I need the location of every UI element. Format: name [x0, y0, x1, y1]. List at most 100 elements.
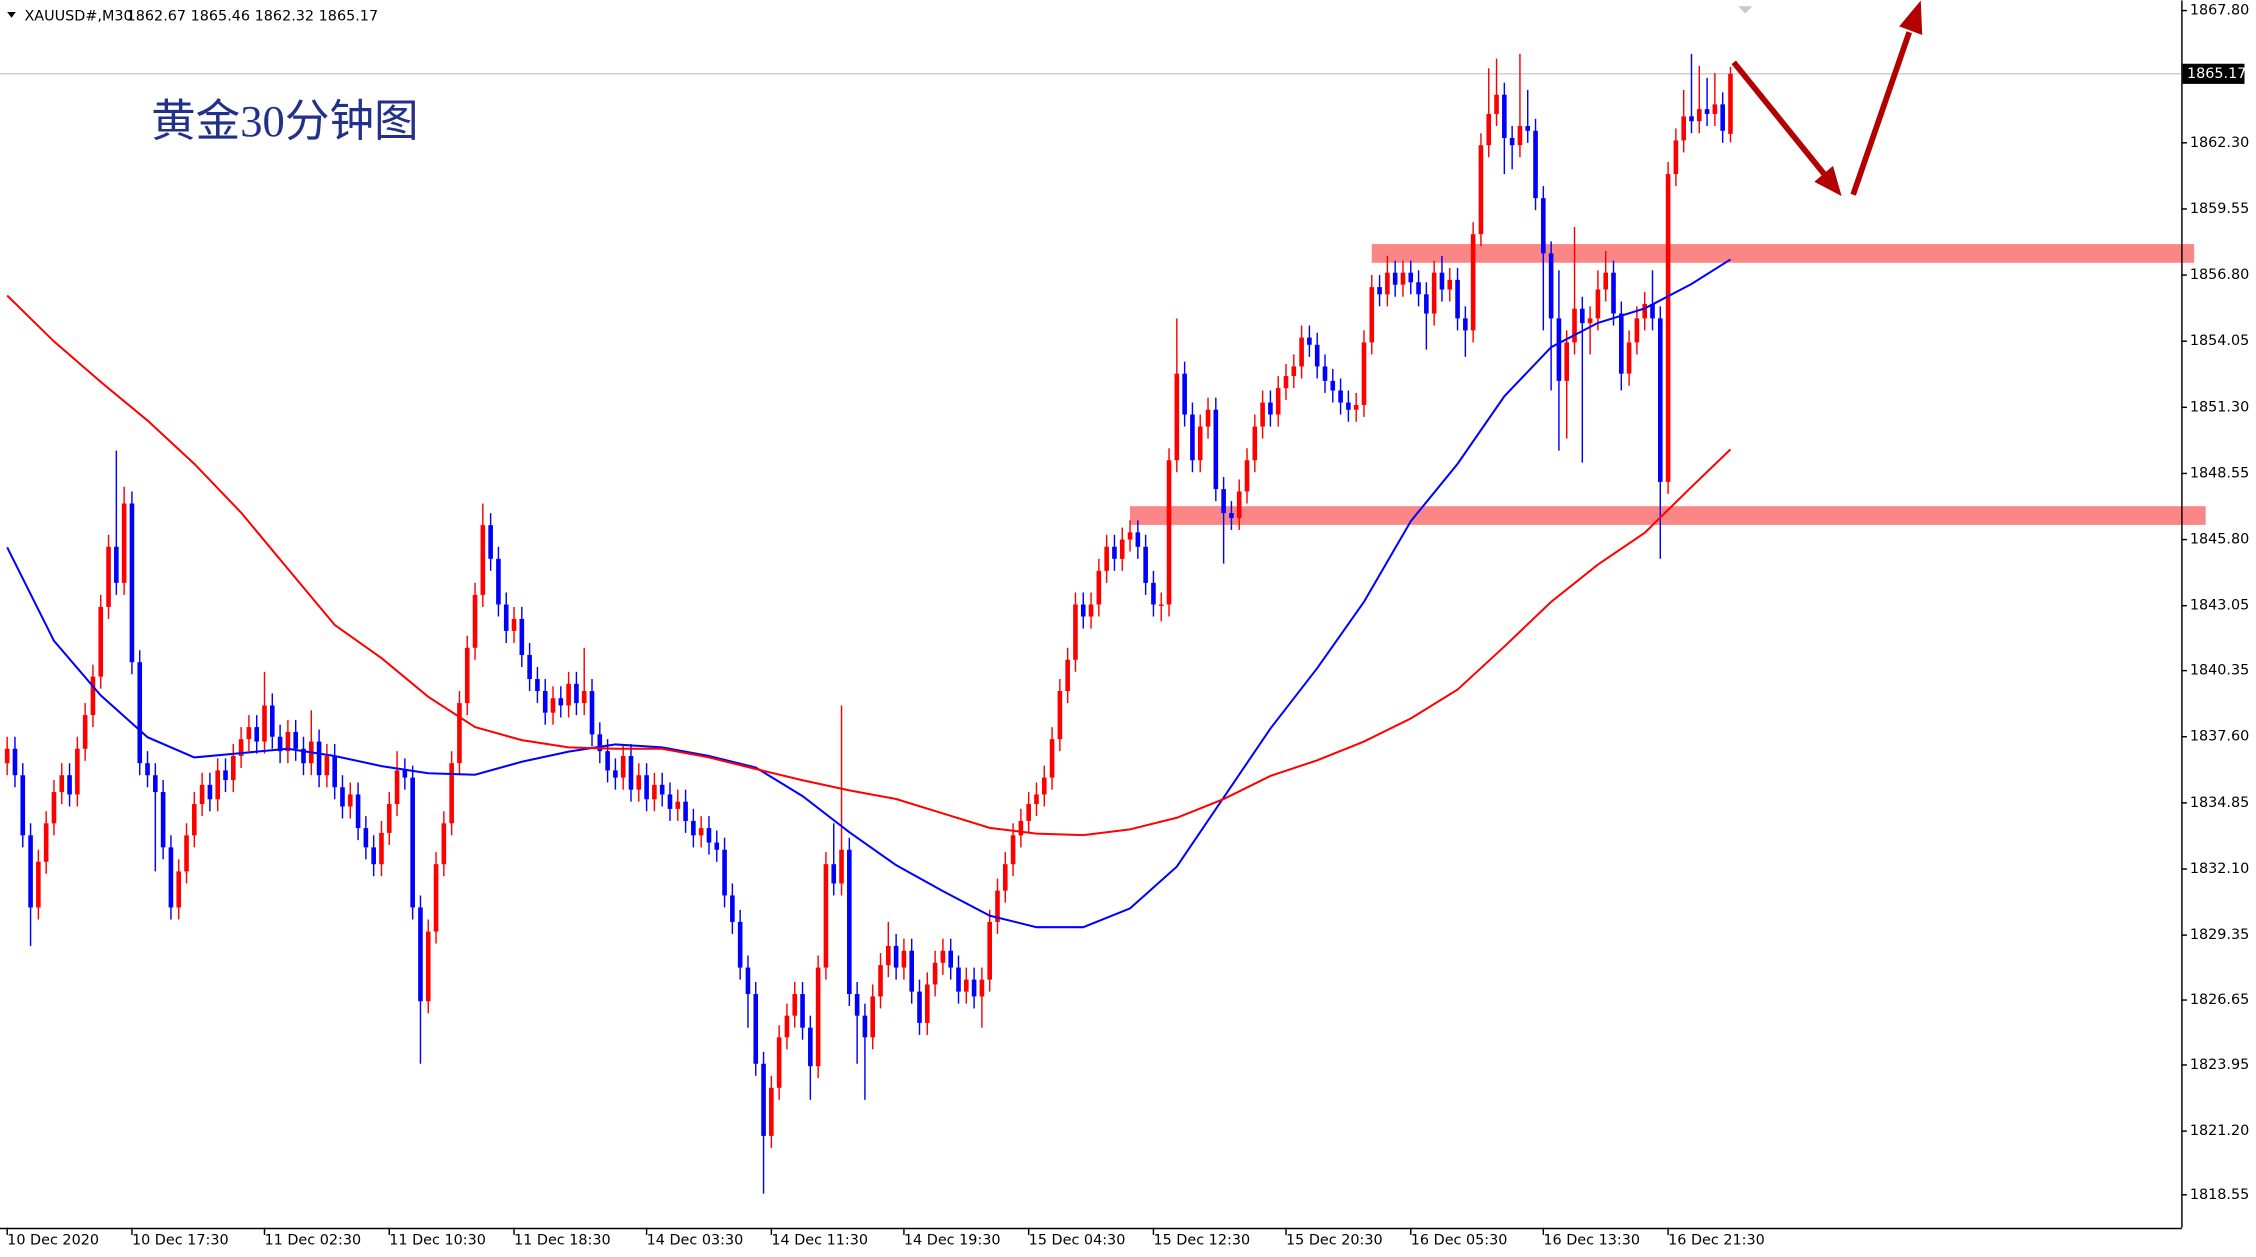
candle-body	[581, 691, 587, 704]
candle-body	[776, 1037, 782, 1088]
candle-body	[410, 777, 415, 908]
candle-body	[847, 849, 852, 995]
arrowhead	[1899, 0, 1923, 36]
candle-body	[184, 835, 189, 872]
candle-body	[285, 731, 291, 752]
x-tick-label: 11 Dec 02:30	[264, 1233, 361, 1249]
candle-body	[940, 950, 946, 963]
candle-body	[1104, 546, 1109, 571]
candle-body	[878, 965, 883, 997]
chart-title: 黄金30分钟图	[151, 96, 419, 146]
candle-body	[1291, 366, 1297, 377]
candle-body	[293, 731, 298, 749]
y-tick-label: 1834.85	[2190, 795, 2249, 811]
candle-body	[1642, 303, 1648, 319]
candle-body	[277, 736, 283, 752]
x-tick-label: 15 Dec 04:30	[1029, 1233, 1126, 1249]
header-icon	[7, 11, 16, 18]
candle-body	[441, 823, 447, 865]
candle-body	[1096, 570, 1102, 605]
candle-body	[1463, 318, 1468, 331]
y-tick-label: 1859.55	[2190, 201, 2249, 217]
candle-body	[1229, 513, 1234, 518]
candle-body	[1010, 835, 1016, 865]
candle-body	[1244, 460, 1250, 492]
plot	[0, 53, 2182, 1194]
y-tick-label: 1845.80	[2190, 532, 2249, 548]
candle-body	[1026, 804, 1031, 821]
candle-body	[995, 890, 1000, 922]
candle-body	[114, 546, 119, 583]
candle-body	[386, 804, 392, 833]
candle-body	[831, 864, 837, 884]
candle-body	[535, 679, 540, 692]
candle-body	[332, 755, 337, 788]
zones	[1130, 244, 2206, 525]
candle-body	[644, 775, 649, 800]
candle-body	[418, 907, 423, 1002]
candle-body	[971, 979, 977, 997]
candle-body	[153, 775, 158, 793]
candle-body	[1392, 272, 1398, 285]
candle-body	[652, 784, 657, 800]
x-tick-label: 15 Dec 20:30	[1286, 1233, 1383, 1249]
candle-body	[51, 792, 57, 824]
candle-body	[262, 705, 267, 742]
candle-body	[800, 994, 805, 1028]
x-tick-label: 14 Dec 03:30	[647, 1233, 744, 1249]
candle-body	[987, 921, 992, 980]
candle-body	[753, 994, 759, 1064]
candle-body	[737, 921, 743, 968]
candle-body	[472, 594, 478, 648]
candle-body	[1034, 794, 1039, 805]
candle-body	[1572, 308, 1577, 343]
candle-body	[449, 763, 454, 824]
candle-body	[784, 1015, 790, 1038]
candle-body	[1548, 253, 1554, 319]
candle-body	[761, 1063, 766, 1136]
candle-body	[691, 820, 696, 836]
candle-body	[1603, 272, 1609, 290]
candle-body	[1073, 604, 1078, 660]
candle-body	[1314, 344, 1320, 367]
candle-body	[1455, 279, 1460, 319]
candle-body	[43, 823, 49, 862]
candle-body	[519, 618, 525, 655]
candle-body	[464, 647, 470, 704]
candle-body	[324, 755, 330, 776]
candle-body	[1018, 820, 1024, 836]
candle-body	[558, 698, 564, 706]
candle-body	[1166, 460, 1172, 605]
x-tick-label: 15 Dec 12:30	[1153, 1233, 1250, 1249]
candle-body	[1525, 125, 1531, 131]
candle-body	[223, 770, 228, 781]
candle-body	[1197, 426, 1203, 461]
y-tick-label: 1829.35	[2190, 927, 2249, 943]
candle-body	[1424, 294, 1429, 314]
price-tag-label: 1865.17	[2187, 66, 2246, 82]
candle-body	[1696, 109, 1702, 122]
candle-body	[1127, 532, 1133, 540]
candle-body	[1268, 402, 1273, 415]
candle-body	[1135, 532, 1141, 547]
candle-body	[1338, 390, 1343, 403]
candle-body	[402, 770, 408, 778]
candle-body	[948, 950, 954, 968]
x-tick-label: 16 Dec 13:30	[1543, 1233, 1640, 1249]
candle-body	[1346, 402, 1351, 410]
candle-body	[1494, 94, 1499, 114]
candle-body	[425, 931, 431, 1002]
candle-body	[1041, 777, 1047, 795]
y-tick-label: 1832.10	[2190, 861, 2249, 877]
candle-body	[1517, 125, 1523, 146]
candle-body	[854, 994, 860, 1016]
header-ohlc: 1862.67 1865.46 1862.32 1865.17	[127, 8, 379, 24]
candle-body	[1650, 303, 1655, 319]
candle-body	[823, 864, 829, 968]
candle-body	[67, 775, 72, 795]
y-tick-label: 1854.05	[2190, 333, 2249, 349]
candle-body	[620, 755, 626, 778]
candle-body	[1205, 409, 1211, 427]
candle-body	[355, 794, 361, 829]
candle-body	[1002, 864, 1008, 891]
